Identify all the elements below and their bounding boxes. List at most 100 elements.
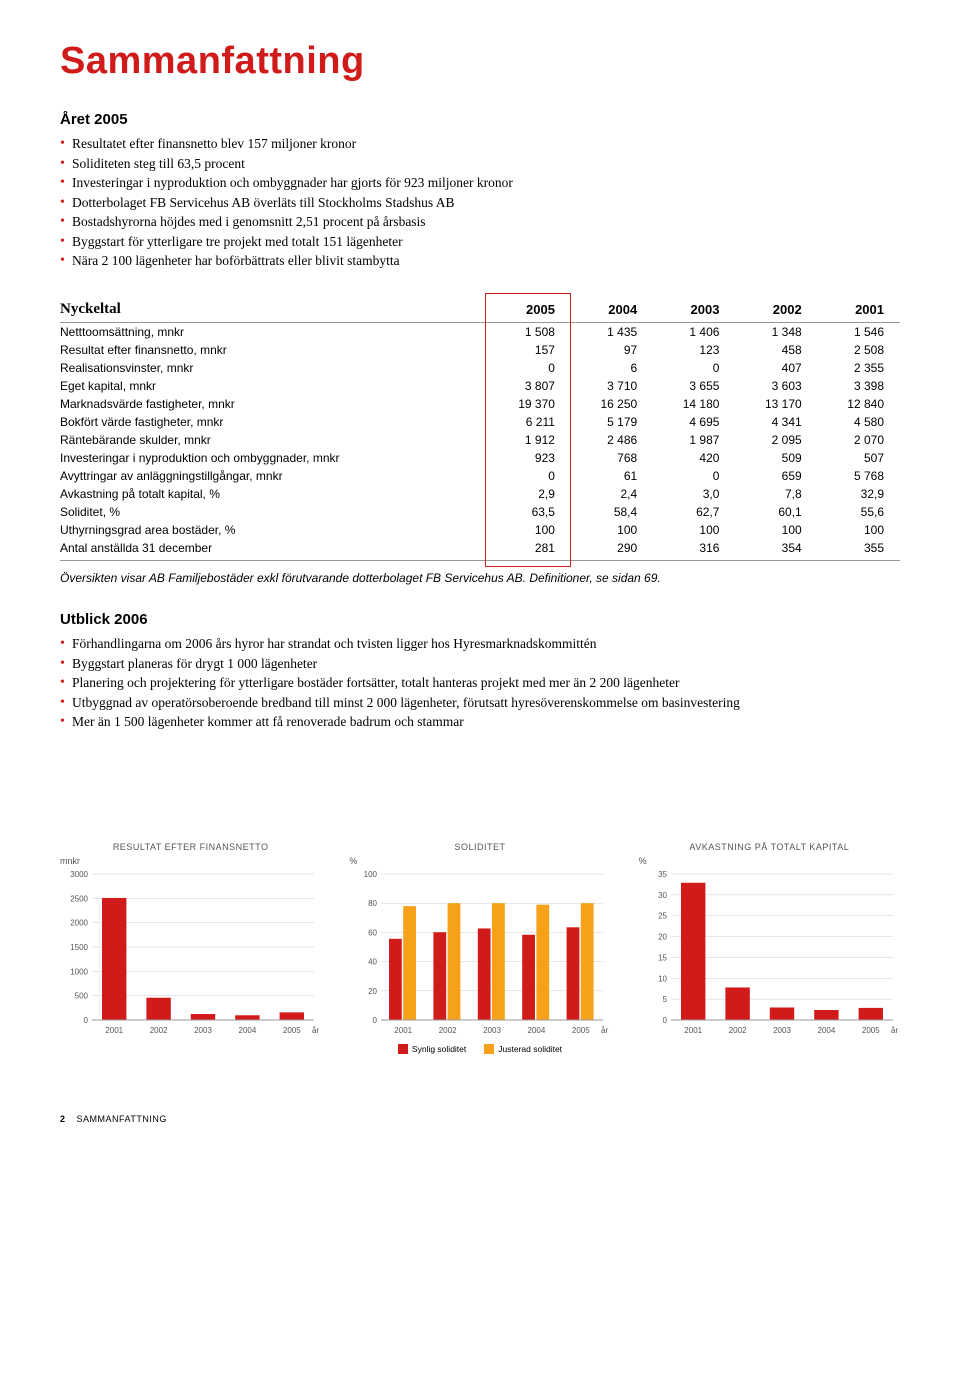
kpi-cell: 4 341: [735, 413, 817, 431]
table-row: Resultat efter finansnetto, mnkr15797123…: [60, 341, 900, 359]
kpi-cell: 2 508: [818, 341, 900, 359]
kpi-cell: 1 912: [489, 431, 571, 449]
kpi-year-header: 2002: [735, 299, 817, 323]
svg-text:2001: 2001: [395, 1026, 413, 1035]
kpi-cell: 0: [653, 467, 735, 485]
svg-text:0: 0: [373, 1016, 378, 1025]
kpi-cell: 60,1: [735, 503, 817, 521]
kpi-cell: 290: [571, 539, 653, 561]
bullet-item: Nära 2 100 lägenheter har boförbättrats …: [60, 251, 900, 271]
svg-text:20: 20: [658, 932, 667, 941]
page-number: 2: [60, 1114, 66, 1124]
svg-text:500: 500: [75, 991, 89, 1000]
table-row: Netttoomsättning, mnkr1 5081 4351 4061 3…: [60, 322, 900, 341]
svg-text:2003: 2003: [194, 1026, 212, 1035]
kpi-cell: 58,4: [571, 503, 653, 521]
svg-text:60: 60: [368, 928, 377, 937]
kpi-cell: 6 211: [489, 413, 571, 431]
kpi-row-label: Bokfört värde fastigheter, mnkr: [60, 413, 489, 431]
kpi-cell: 3,0: [653, 485, 735, 503]
bullet-item: Soliditeten steg till 63,5 procent: [60, 154, 900, 174]
kpi-row-label: Resultat efter finansnetto, mnkr: [60, 341, 489, 359]
svg-text:år: år: [312, 1026, 319, 1035]
kpi-cell: 0: [489, 359, 571, 377]
kpi-cell: 4 580: [818, 413, 900, 431]
kpi-cell: 123: [653, 341, 735, 359]
svg-text:100: 100: [364, 870, 378, 879]
kpi-cell: 1 508: [489, 322, 571, 341]
kpi-cell: 3 603: [735, 377, 817, 395]
svg-text:30: 30: [658, 891, 667, 900]
section2-heading: Utblick 2006: [60, 611, 900, 628]
table-row: Antal anställda 31 december2812903163543…: [60, 539, 900, 561]
kpi-year-header: 2003: [653, 299, 735, 323]
chart3-unit: %: [639, 856, 900, 866]
kpi-cell: 1 435: [571, 322, 653, 341]
svg-text:1000: 1000: [70, 967, 88, 976]
svg-text:2001: 2001: [684, 1026, 702, 1035]
chart3-title: AVKASTNING PÅ TOTALT KAPITAL: [639, 842, 900, 852]
table-row: Bokfört värde fastigheter, mnkr6 2115 17…: [60, 413, 900, 431]
section1-heading: Året 2005: [60, 111, 900, 128]
svg-text:2002: 2002: [439, 1026, 457, 1035]
kpi-cell: 100: [818, 521, 900, 539]
kpi-cell: 3 398: [818, 377, 900, 395]
svg-text:10: 10: [658, 974, 667, 983]
kpi-cell: 923: [489, 449, 571, 467]
table-row: Eget kapital, mnkr3 8073 7103 6553 6033 …: [60, 377, 900, 395]
table-row: Investeringar i nyproduktion och ombyggn…: [60, 449, 900, 467]
svg-text:3000: 3000: [70, 870, 88, 879]
kpi-cell: 768: [571, 449, 653, 467]
svg-text:0: 0: [662, 1016, 667, 1025]
kpi-table-wrap: Nyckeltal20052004200320022001 Netttoomsä…: [60, 299, 900, 561]
kpi-cell: 13 170: [735, 395, 817, 413]
svg-text:80: 80: [368, 899, 377, 908]
svg-text:20: 20: [368, 987, 377, 996]
kpi-cell: 55,6: [818, 503, 900, 521]
table-row: Marknadsvärde fastigheter, mnkr19 37016 …: [60, 395, 900, 413]
kpi-cell: 12 840: [818, 395, 900, 413]
kpi-cell: 100: [489, 521, 571, 539]
table-row: Realisationsvinster, mnkr0604072 355: [60, 359, 900, 377]
svg-text:2003: 2003: [773, 1026, 791, 1035]
kpi-cell: 4 695: [653, 413, 735, 431]
kpi-cell: 2 355: [818, 359, 900, 377]
svg-text:1500: 1500: [70, 943, 88, 952]
kpi-year-header: 2005: [489, 299, 571, 323]
kpi-cell: 32,9: [818, 485, 900, 503]
kpi-cell: 61: [571, 467, 653, 485]
kpi-year-header: 2001: [818, 299, 900, 323]
kpi-cell: 1 348: [735, 322, 817, 341]
svg-text:2004: 2004: [239, 1026, 257, 1035]
kpi-cell: 316: [653, 539, 735, 561]
kpi-cell: 14 180: [653, 395, 735, 413]
section1-bullets: Resultatet efter finansnetto blev 157 mi…: [60, 134, 900, 271]
kpi-cell: 100: [735, 521, 817, 539]
table-row: Soliditet, %63,558,462,760,155,6: [60, 503, 900, 521]
kpi-cell: 100: [571, 521, 653, 539]
kpi-cell: 6: [571, 359, 653, 377]
charts-row: RESULTAT EFTER FINANSNETTO mnkr 05001000…: [60, 842, 900, 1054]
chart-1: RESULTAT EFTER FINANSNETTO mnkr 05001000…: [60, 842, 321, 1054]
kpi-cell: 5 179: [571, 413, 653, 431]
svg-text:25: 25: [658, 911, 667, 920]
kpi-cell: 19 370: [489, 395, 571, 413]
kpi-header-label: Nyckeltal: [60, 299, 489, 323]
kpi-cell: 509: [735, 449, 817, 467]
kpi-cell: 100: [653, 521, 735, 539]
kpi-row-label: Uthyrningsgrad area bostäder, %: [60, 521, 489, 539]
kpi-cell: 157: [489, 341, 571, 359]
kpi-cell: 97: [571, 341, 653, 359]
svg-text:år: år: [601, 1026, 608, 1035]
legend-swatch: [484, 1044, 494, 1054]
legend-item: Justerad soliditet: [484, 1044, 562, 1054]
chart3-svg: 0510152025303520012002200320042005år: [639, 868, 899, 1038]
kpi-cell: 1 987: [653, 431, 735, 449]
svg-text:35: 35: [658, 870, 667, 879]
page-footer-label: SAMMANFATTNING: [77, 1114, 167, 1124]
svg-text:2500: 2500: [70, 894, 88, 903]
kpi-row-label: Eget kapital, mnkr: [60, 377, 489, 395]
svg-text:2002: 2002: [150, 1026, 168, 1035]
section2-bullets: Förhandlingarna om 2006 års hyror har st…: [60, 634, 900, 732]
kpi-table: Nyckeltal20052004200320022001 Netttoomsä…: [60, 299, 900, 561]
